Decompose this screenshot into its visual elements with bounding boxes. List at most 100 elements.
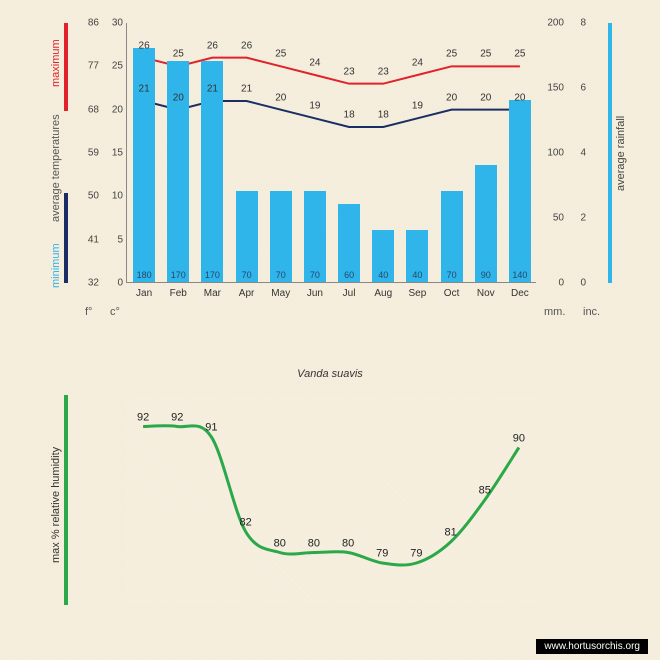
ytick-f: 86	[79, 18, 99, 29]
ytick-f: 59	[79, 148, 99, 159]
rainfall-value: 170	[201, 270, 223, 280]
xtick-month: Oct	[444, 288, 460, 299]
xtick-month: Jun	[307, 288, 323, 299]
ytick-mm: 50	[540, 213, 564, 224]
rainfall-bar: 60	[338, 204, 360, 282]
ytick-c: 10	[103, 191, 123, 202]
xtick-month: Nov	[477, 288, 495, 299]
ytick-c: 15	[103, 148, 123, 159]
rainfall-bar: 70	[441, 191, 463, 282]
min-line-label: 21	[139, 84, 150, 95]
xtick-month: Jan	[136, 288, 152, 299]
min-line-label: 20	[173, 92, 184, 103]
rainfall-value: 70	[304, 270, 326, 280]
ytick-f: 77	[79, 61, 99, 72]
plot-area: 0510152025303241505968778605010015020002…	[126, 23, 536, 283]
humidity-value: 79	[376, 547, 388, 559]
rainfall-value: 40	[406, 270, 428, 280]
max-line-label: 25	[173, 49, 184, 60]
watermark-link[interactable]: www.hortusorchis.org	[536, 639, 648, 654]
ytick-c: 30	[103, 18, 123, 29]
xtick-month: May	[271, 288, 290, 299]
unit-c: c°	[110, 306, 120, 318]
ytick-f: 50	[79, 191, 99, 202]
rainfall-value: 70	[441, 270, 463, 280]
rainfall-bar: 70	[236, 191, 258, 282]
max-line-label: 25	[275, 49, 286, 60]
ytick-c: 5	[103, 234, 123, 245]
xtick-month: Feb	[170, 288, 187, 299]
min-line-label: 19	[309, 101, 320, 112]
max-legend-bar	[64, 23, 68, 111]
xtick-month: Sep	[409, 288, 427, 299]
rainfall-bar: 40	[406, 230, 428, 282]
max-line-label: 25	[480, 49, 491, 60]
rainfall-bar: 140	[509, 100, 531, 282]
humidity-value: 80	[308, 537, 320, 549]
ytick-inc: 6	[568, 83, 586, 94]
humidity-value: 79	[410, 547, 422, 559]
humidity-value: 90	[513, 432, 525, 444]
rainfall-value: 70	[270, 270, 292, 280]
ytick-f: 32	[79, 278, 99, 289]
xtick-month: Jul	[343, 288, 356, 299]
rainfall-value: 70	[236, 270, 258, 280]
max-line-label: 26	[241, 40, 252, 51]
ytick-inc: 2	[568, 213, 586, 224]
maximum-label: maximum	[50, 28, 62, 98]
min-legend-bar	[64, 193, 68, 283]
ytick-f: 41	[79, 234, 99, 245]
unit-mm: mm.	[544, 306, 565, 318]
rainfall-bar: 70	[304, 191, 326, 282]
rain-legend-bar	[608, 23, 612, 283]
main-container: maximum average temperatures minimum ave…	[0, 0, 660, 660]
ytick-inc: 8	[568, 18, 586, 29]
ytick-mm: 200	[540, 18, 564, 29]
unit-f: f°	[85, 306, 92, 318]
ytick-c: 0	[103, 278, 123, 289]
humidity-value: 82	[239, 516, 251, 528]
max-line-label: 23	[378, 66, 389, 77]
humidity-value: 85	[479, 484, 491, 496]
ytick-c: 20	[103, 104, 123, 115]
rainfall-value: 60	[338, 270, 360, 280]
humidity-chart: max % relative humidity 9292918280808079…	[10, 395, 650, 635]
ytick-c: 25	[103, 61, 123, 72]
humidity-legend-bar	[64, 395, 68, 605]
max-line-label: 24	[412, 58, 423, 69]
xtick-month: Dec	[511, 288, 529, 299]
ytick-f: 68	[79, 104, 99, 115]
humidity-line-svg	[126, 395, 536, 605]
max-line-label: 25	[514, 49, 525, 60]
humidity-value: 91	[205, 421, 217, 433]
humidity-value: 80	[274, 537, 286, 549]
rainfall-value: 140	[509, 270, 531, 280]
ytick-inc: 4	[568, 148, 586, 159]
rainfall-value: 90	[475, 270, 497, 280]
avg-temp-label: average temperatures	[50, 103, 62, 233]
min-line-label: 18	[344, 110, 355, 121]
avg-rain-label: average rainfall	[615, 98, 627, 208]
rainfall-bar: 90	[475, 165, 497, 282]
max-line-label: 23	[344, 66, 355, 77]
min-line-label: 19	[412, 101, 423, 112]
rainfall-value: 40	[372, 270, 394, 280]
min-line-label: 21	[207, 84, 218, 95]
xtick-month: Apr	[239, 288, 255, 299]
min-line-label: 18	[378, 110, 389, 121]
min-line-label: 20	[480, 92, 491, 103]
unit-inc: inc.	[583, 306, 600, 318]
humidity-value: 80	[342, 537, 354, 549]
rainfall-bar: 70	[270, 191, 292, 282]
ytick-mm: 150	[540, 83, 564, 94]
ytick-mm: 0	[540, 278, 564, 289]
humidity-label: max % relative humidity	[50, 425, 62, 585]
ytick-mm: 100	[540, 148, 564, 159]
max-line-label: 25	[446, 49, 457, 60]
min-line-label: 21	[241, 84, 252, 95]
xtick-month: Mar	[204, 288, 221, 299]
min-line-label: 20	[514, 92, 525, 103]
humidity-value: 92	[137, 411, 149, 423]
max-line-label: 24	[309, 58, 320, 69]
rainfall-value: 180	[133, 270, 155, 280]
